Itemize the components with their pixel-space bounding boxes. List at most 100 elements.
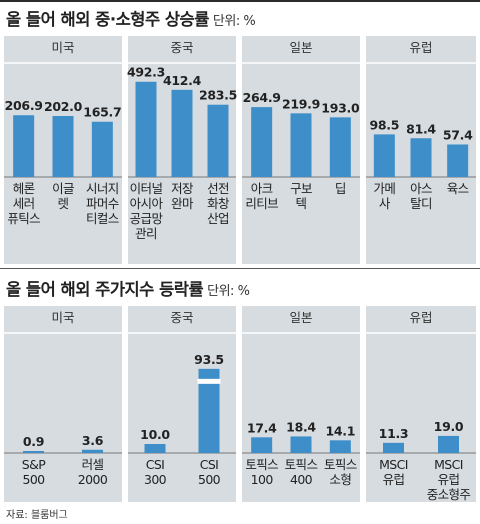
value-label: 412.4 [163, 73, 202, 88]
chart1-title-row: 올 들어 해외 중·소형주 상승률 단위: % [6, 6, 256, 30]
value-label: 264.9 [243, 90, 281, 105]
bar [91, 121, 113, 177]
category-label: S&P [22, 457, 46, 472]
category-label: 리티브 [245, 196, 278, 211]
category-label: 이터널 [130, 181, 163, 196]
bar [447, 144, 469, 177]
category-label: 유럽 [438, 472, 460, 487]
group-header: 일본 [289, 310, 312, 325]
category-label: 퓨틱스 [7, 211, 40, 226]
bar [82, 449, 103, 453]
bar [52, 115, 74, 177]
value-label: 10.0 [140, 427, 170, 442]
value-label: 18.4 [286, 419, 316, 434]
category-label: 중소형주 [427, 487, 471, 502]
chart2-area: 미국 0.9 S&P 500 3.6 러셀 2000 중국 10.0 CSI 300 93.5 CSI 5… [0, 306, 480, 502]
category-label: 500 [22, 472, 45, 487]
bar [438, 435, 459, 453]
category-label: 저장 [171, 181, 194, 196]
group-header: 유럽 [409, 310, 432, 325]
category-label: 티컬스 [86, 211, 119, 226]
bar [144, 444, 166, 453]
category-label: 화창 [207, 196, 230, 211]
value-label: 165.7 [83, 105, 121, 120]
category-label: 300 [144, 472, 167, 487]
category-label: CSI [200, 457, 219, 472]
bar [410, 138, 432, 177]
group-header: 중국 [170, 310, 193, 325]
category-label: CSI [146, 457, 165, 472]
category-label: 완마 [171, 196, 194, 211]
category-label: 토픽스 [324, 457, 357, 472]
category-label: 2000 [78, 472, 108, 487]
category-label: 아스 [410, 181, 432, 196]
value-label: 219.9 [282, 96, 320, 111]
chart2-title-row: 올 들어 해외 주가지수 등락률 단위: % [6, 276, 250, 300]
group-header: 미국 [51, 310, 74, 325]
chart1-area: 미국 206.9 헤론 세러 퓨틱스 202.0 이글 렛 165.7 시너지 파머수 티컬스 중국 49… [0, 36, 480, 264]
bar [290, 113, 312, 177]
bar [23, 451, 44, 453]
top-rule [0, 0, 480, 2]
category-label: 사 [379, 196, 391, 211]
bar [329, 440, 351, 453]
bar [207, 104, 229, 177]
category-label: MSCI [434, 457, 463, 472]
category-label: 500 [198, 472, 221, 487]
bar [290, 436, 312, 453]
category-label: 유럽 [383, 472, 405, 487]
panel-bg [366, 306, 476, 502]
bar [198, 368, 220, 453]
category-label: 아시아 [130, 196, 164, 211]
value-label: 3.6 [82, 433, 104, 448]
category-label: 토픽스 [245, 457, 278, 472]
bar [329, 117, 351, 177]
chart1-unit-label: 단위: % [212, 14, 256, 29]
value-label: 14.1 [326, 423, 356, 438]
category-label: 딥 [335, 181, 346, 196]
group-header: 일본 [289, 40, 312, 55]
category-label: 탈디 [410, 196, 432, 211]
category-label: 시너지 [86, 181, 119, 196]
category-label: 구보 [290, 181, 312, 196]
category-label: 가메 [373, 181, 395, 196]
group-header: 미국 [51, 40, 74, 55]
value-label: 57.4 [443, 127, 473, 142]
category-label: 관리 [135, 226, 157, 241]
group-header: 유럽 [409, 40, 432, 55]
category-label: 400 [290, 472, 313, 487]
category-label: 렛 [58, 196, 69, 211]
category-label: 공급망 [130, 211, 164, 226]
category-label: 이글 [52, 181, 74, 196]
category-label: 헤론 [13, 181, 35, 196]
value-label: 93.5 [194, 352, 224, 367]
category-label: 선전 [207, 181, 229, 196]
chart1-title: 올 들어 해외 중·소형주 상승률 [6, 10, 209, 29]
category-label: 100 [251, 472, 274, 487]
group-header: 중국 [170, 40, 193, 55]
bar-break [197, 378, 221, 384]
bar [251, 107, 273, 177]
chart2-title: 올 들어 해외 주가지수 등락률 [6, 280, 204, 299]
category-label: MSCI [379, 457, 408, 472]
category-label: 육스 [447, 181, 469, 196]
category-label: 세러 [13, 196, 35, 211]
category-label: 산업 [207, 211, 229, 226]
chart2-svg: 미국0.9S&P5003.6러셀2000중국10.0CSI30093.5CSI5… [4, 306, 476, 502]
panel-bg [4, 306, 122, 502]
value-label: 17.4 [247, 420, 277, 435]
source-note: 자료: 블룸버그 [6, 510, 68, 521]
value-label: 0.9 [23, 434, 44, 449]
value-label: 193.0 [321, 100, 360, 115]
value-label: 19.0 [434, 419, 464, 434]
bar [13, 115, 35, 177]
category-label: 아크 [251, 181, 273, 196]
category-label: 파머수 [86, 196, 119, 211]
value-label: 98.5 [370, 117, 400, 132]
category-label: 러셀 [82, 457, 104, 472]
value-label: 11.3 [379, 426, 409, 441]
panel-bg [242, 306, 360, 502]
bar [251, 437, 273, 453]
category-label: 소형 [329, 472, 351, 487]
bar [135, 81, 157, 177]
